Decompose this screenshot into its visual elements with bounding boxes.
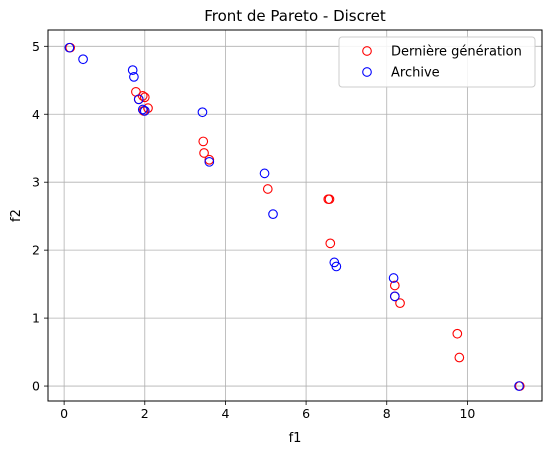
legend-label: Dernière génération <box>391 45 522 60</box>
y-axis-label: f2 <box>9 209 24 222</box>
grid <box>48 30 542 401</box>
plot-frame <box>47 29 543 402</box>
data-point <box>324 194 335 205</box>
data-point <box>268 209 278 219</box>
x-tick-label: 2 <box>141 406 149 421</box>
data-point <box>199 148 209 158</box>
y-tick-label: 5 <box>32 39 40 54</box>
data-point <box>133 94 144 105</box>
data-points <box>64 42 525 391</box>
data-point <box>137 104 148 115</box>
data-point <box>259 168 270 179</box>
data-point <box>452 328 463 339</box>
legend-box <box>338 36 536 88</box>
x-tick-label: 8 <box>383 406 391 421</box>
data-point <box>514 381 524 391</box>
x-tick-label: 4 <box>221 406 229 421</box>
chart-title: Front de Pareto - Discret <box>204 7 386 25</box>
data-point <box>139 106 150 116</box>
data-point <box>78 54 88 65</box>
x-tick-label: 10 <box>459 406 475 421</box>
legend: Dernière génération Archive <box>338 36 536 88</box>
y-tick-label: 3 <box>32 175 40 190</box>
data-point <box>395 298 405 309</box>
data-point <box>197 107 208 118</box>
legend-label: Archive <box>391 66 440 81</box>
legend-marker <box>362 67 372 77</box>
x-tick-label: 6 <box>302 406 310 421</box>
legend-marker <box>362 46 372 56</box>
data-point <box>139 92 150 103</box>
data-point <box>198 136 209 147</box>
data-point <box>389 280 400 291</box>
x-axis-label: f1 <box>289 431 302 446</box>
y-tick-label: 2 <box>32 243 40 258</box>
data-point <box>388 273 399 283</box>
data-point <box>454 352 465 363</box>
data-point <box>325 238 336 249</box>
y-tick-label: 0 <box>32 379 40 394</box>
axis-ticks: 0 2 4 6 8 10 0 1 2 3 4 5 <box>32 39 475 421</box>
data-point <box>204 156 215 167</box>
y-tick-label: 4 <box>32 107 40 122</box>
data-point <box>64 42 75 53</box>
data-point <box>331 261 342 272</box>
data-point <box>262 184 273 194</box>
data-point <box>129 72 139 82</box>
x-tick-label: 0 <box>60 406 68 421</box>
y-tick-label: 1 <box>32 311 40 326</box>
data-point <box>127 65 138 75</box>
data-point <box>389 291 400 302</box>
